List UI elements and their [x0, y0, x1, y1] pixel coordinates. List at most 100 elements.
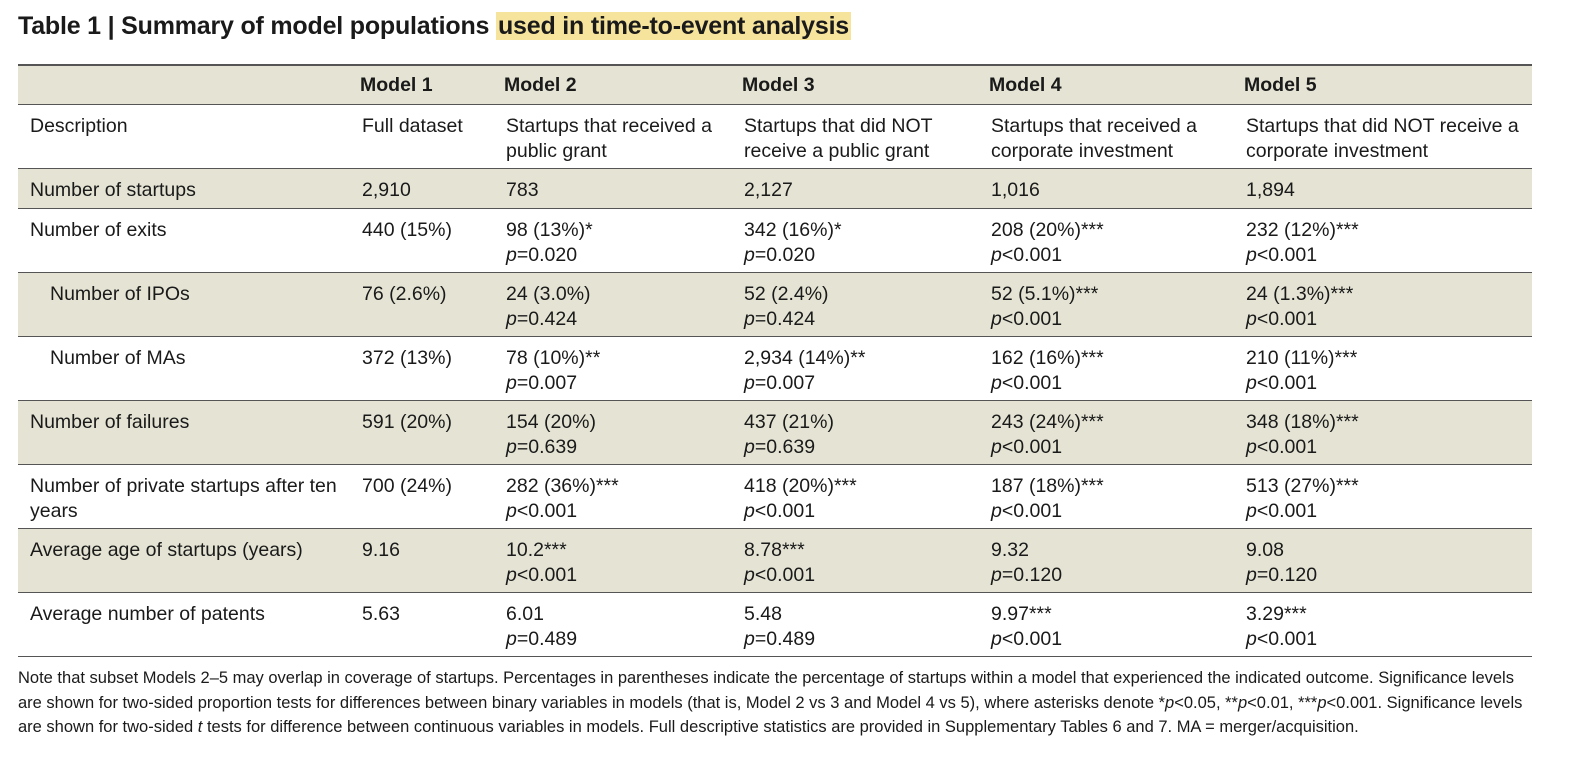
- cell-value: 372 (13%): [362, 347, 452, 369]
- table-cell: 3.29*** p<0.001: [1234, 592, 1532, 657]
- footnote-text-1: Note that subset Models 2–5 may overlap …: [18, 669, 1514, 712]
- cell-value: 154 (20%): [506, 411, 596, 433]
- table-row: Number of IPOs 76 (2.6%) 24 (3.0%) p=0.424 5…: [18, 272, 1532, 337]
- table-cell: 232 (12%)*** p<0.001: [1234, 208, 1532, 273]
- table-cell: Startups that received a corporate inves…: [979, 104, 1234, 169]
- table-cell: 700 (24%): [350, 464, 494, 529]
- cell-value: 187 (18%)***: [991, 475, 1104, 497]
- p-value-symbol: p: [1246, 243, 1257, 266]
- row-label: Number of failures: [18, 400, 350, 465]
- p-value: <0.001: [1001, 627, 1063, 650]
- p-value-symbol: p: [1246, 435, 1257, 458]
- column-header-model-4: Model 4: [979, 64, 1234, 105]
- p-value-symbol: p: [1246, 627, 1257, 650]
- table-cell: 52 (2.4%) p=0.424: [732, 272, 979, 337]
- table-cell: 1,894: [1234, 168, 1532, 209]
- p-value: <0.001: [1256, 243, 1318, 266]
- table-cell: 210 (11%)*** p<0.001: [1234, 336, 1532, 401]
- table-title-prefix: Table 1 | Summary of model populations: [18, 12, 496, 40]
- p-value: =0.424: [516, 307, 578, 330]
- p-value-symbol: p: [1246, 499, 1257, 522]
- cell-value: 9.16: [362, 539, 400, 561]
- p-value-symbol: p: [991, 499, 1002, 522]
- table-cell: 2,127: [732, 168, 979, 209]
- p-value: =0.120: [1256, 563, 1318, 586]
- cell-value: 2,127: [744, 179, 793, 201]
- footnote-text-5: tests for difference between continuous …: [202, 718, 1359, 736]
- p-value-symbol: p: [1246, 371, 1257, 394]
- table-cell: 513 (27%)*** p<0.001: [1234, 464, 1532, 529]
- cell-value: 437 (21%): [744, 411, 834, 433]
- p-value: =0.639: [516, 435, 578, 458]
- table-row: Number of private startups after ten yea…: [18, 464, 1532, 529]
- cell-value: 8.78***: [744, 539, 805, 561]
- table-cell: Full dataset: [350, 104, 494, 169]
- p-value: <0.001: [1001, 243, 1063, 266]
- footnote-text-4: <0.001. Significance levels are shown fo…: [18, 693, 1523, 737]
- row-label: Average number of patents: [18, 592, 350, 657]
- cell-value: 282 (36%)***: [506, 475, 619, 497]
- cell-value: 700 (24%): [362, 475, 452, 497]
- cell-value: 24 (3.0%): [506, 283, 591, 305]
- cell-value: 52 (2.4%): [744, 283, 829, 305]
- cell-value: Full dataset: [362, 115, 463, 137]
- table-cell: 6.01 p=0.489: [494, 592, 732, 657]
- table-cell: 24 (3.0%) p=0.424: [494, 272, 732, 337]
- table-cell: 78 (10%)** p=0.007: [494, 336, 732, 401]
- table-cell: 440 (15%): [350, 208, 494, 273]
- table-cell: 783: [494, 168, 732, 209]
- row-label: Description: [18, 104, 350, 169]
- table-cell: 24 (1.3%)*** p<0.001: [1234, 272, 1532, 337]
- cell-value: 210 (11%)***: [1246, 347, 1358, 369]
- table-cell: 8.78*** p<0.001: [732, 528, 979, 593]
- row-label: Number of MAs: [18, 336, 350, 401]
- header-row: Model 1 Model 2 Model 3 Model 4 Model 5: [18, 64, 1532, 105]
- p-value-symbol: p: [744, 435, 755, 458]
- cell-value: Startups that received a public grant: [506, 115, 712, 162]
- table-cell: 76 (2.6%): [350, 272, 494, 337]
- cell-value: 76 (2.6%): [362, 283, 447, 305]
- cell-value: 440 (15%): [362, 219, 452, 241]
- footnote-t-symbol: t: [197, 718, 203, 736]
- table-cell: 52 (5.1%)*** p<0.001: [979, 272, 1234, 337]
- p-value: =0.489: [516, 627, 578, 650]
- p-value: =0.120: [1001, 563, 1063, 586]
- p-value-symbol: p: [744, 307, 755, 330]
- table-row: Description Full dataset Startups that rec…: [18, 104, 1532, 169]
- table-footnote: Note that subset Models 2–5 may overlap …: [18, 666, 1538, 740]
- cell-value: 208 (20%)***: [991, 219, 1104, 241]
- p-value: <0.001: [516, 563, 578, 586]
- p-value-symbol: p: [744, 499, 755, 522]
- p-value-symbol: p: [744, 627, 755, 650]
- p-value: <0.001: [1256, 307, 1318, 330]
- table-cell: 2,934 (14%)** p=0.007: [732, 336, 979, 401]
- footnote-text-3: <0.01, ***: [1247, 693, 1318, 712]
- table-row: Average age of startups (years) 9.16 10.2*…: [18, 528, 1532, 593]
- table-row: Number of failures 591 (20%) 154 (20%) p=0.…: [18, 400, 1532, 465]
- cell-value: 2,934 (14%)**: [744, 347, 866, 369]
- table-cell: 5.48 p=0.489: [732, 592, 979, 657]
- table-title-highlight: used in time-to-event analysis: [495, 12, 852, 40]
- cell-value: 2,910: [362, 179, 411, 201]
- cell-value: 1,016: [991, 179, 1040, 201]
- table-cell: 162 (16%)*** p<0.001: [979, 336, 1234, 401]
- cell-value: 98 (13%)*: [506, 219, 593, 241]
- table-cell: 208 (20%)*** p<0.001: [979, 208, 1234, 273]
- table-cell: 10.2*** p<0.001: [494, 528, 732, 593]
- p-value-symbol: p: [506, 435, 517, 458]
- cell-value: 1,894: [1246, 179, 1295, 201]
- p-value: <0.001: [1256, 499, 1318, 522]
- row-label: Number of exits: [18, 208, 350, 273]
- table-row: Number of exits 440 (15%) 98 (13%)* p=0.020…: [18, 208, 1532, 273]
- cell-value: 52 (5.1%)***: [991, 283, 1099, 305]
- p-value: <0.001: [1001, 371, 1063, 394]
- cell-value: 3.29***: [1246, 603, 1307, 625]
- row-label: Number of startups: [18, 168, 350, 209]
- table-cell: 243 (24%)*** p<0.001: [979, 400, 1234, 465]
- table-cell: 5.63: [350, 592, 494, 657]
- p-value: <0.001: [1001, 307, 1063, 330]
- table-cell: 372 (13%): [350, 336, 494, 401]
- p-value-symbol: p: [991, 307, 1002, 330]
- p-value: =0.639: [754, 435, 816, 458]
- cell-value: 348 (18%)***: [1246, 411, 1359, 433]
